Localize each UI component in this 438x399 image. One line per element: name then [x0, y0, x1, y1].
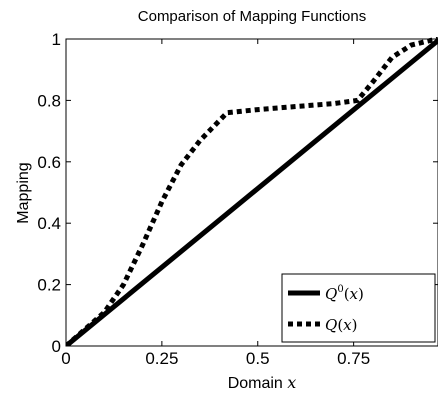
x-tick-label: 0.75: [337, 349, 370, 368]
plot-area: 0 0.25 0.5 0.75 0 0.2 0.4 0.6 0.8 1: [37, 30, 438, 368]
y-tick-label: 0.6: [37, 153, 61, 172]
y-tick-label: 1: [52, 30, 61, 49]
legend-box: [281, 273, 436, 343]
plot-frame: [65, 38, 438, 347]
series-line-1: [66, 38, 438, 346]
x-tick-label: 0: [61, 349, 70, 368]
chart-title: Comparison of Mapping Functions: [138, 8, 366, 25]
x-axis-label: Domain x: [228, 373, 297, 392]
y-tick-label: 0.2: [37, 276, 61, 295]
x-axis-label-variable: x: [287, 373, 296, 392]
legend-label-2: Q(x): [325, 316, 358, 334]
series-line-2: [66, 37, 438, 346]
x-tick-label: 0.25: [145, 349, 178, 368]
x-tick-label: 0.5: [246, 349, 270, 368]
y-axis-label: Mapping: [15, 162, 32, 223]
y-tick-label: 0.4: [37, 214, 61, 233]
y-tick-label: 0.8: [37, 91, 61, 110]
y-tick-label: 0: [52, 337, 61, 356]
x-axis-label-main: Domain: [228, 375, 288, 392]
legend-label-1: Q0(x): [325, 284, 364, 303]
legend: Q0(x) Q(x): [281, 273, 436, 343]
